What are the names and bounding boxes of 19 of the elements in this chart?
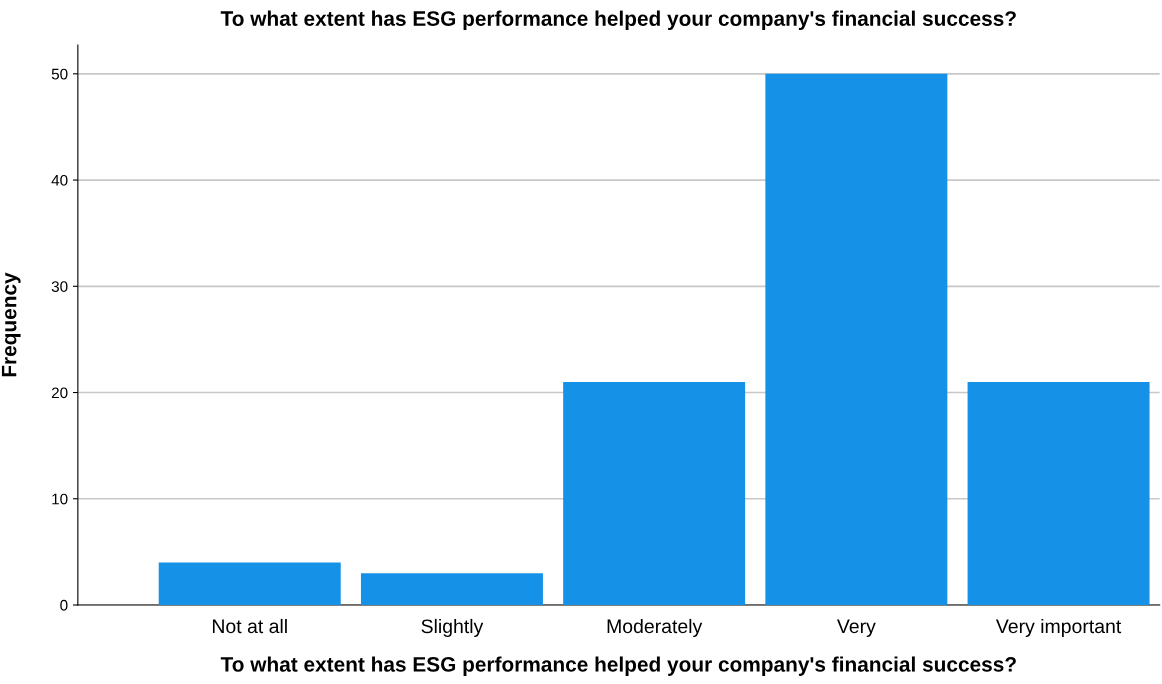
y-tick-label: 10 [52, 493, 68, 505]
bar [360, 573, 543, 605]
x-tick-label: Very [836, 619, 876, 638]
chart-title: To what extent has ESG performance helped your company's financial success? [220, 10, 1016, 31]
x-axis-title: To what extent has ESG performance helped your company's financial success? [220, 656, 1016, 676]
y-tick-label: 0 [60, 599, 68, 611]
x-tick-label: Not at all [212, 618, 287, 634]
bar [967, 381, 1150, 605]
y-axis-title: Frequency [1, 272, 21, 377]
bar [158, 562, 341, 605]
x-tick-label: Slightly [421, 618, 484, 638]
y-tick-label: 20 [51, 387, 68, 399]
bar [765, 73, 948, 605]
x-tick-label: Very important [995, 618, 1122, 638]
bar [563, 381, 746, 605]
y-tick-label: 40 [51, 174, 68, 186]
y-tick-label: 50 [51, 68, 68, 80]
y-tick-label: 30 [51, 281, 68, 292]
x-tick-label: Moderately [607, 618, 703, 638]
